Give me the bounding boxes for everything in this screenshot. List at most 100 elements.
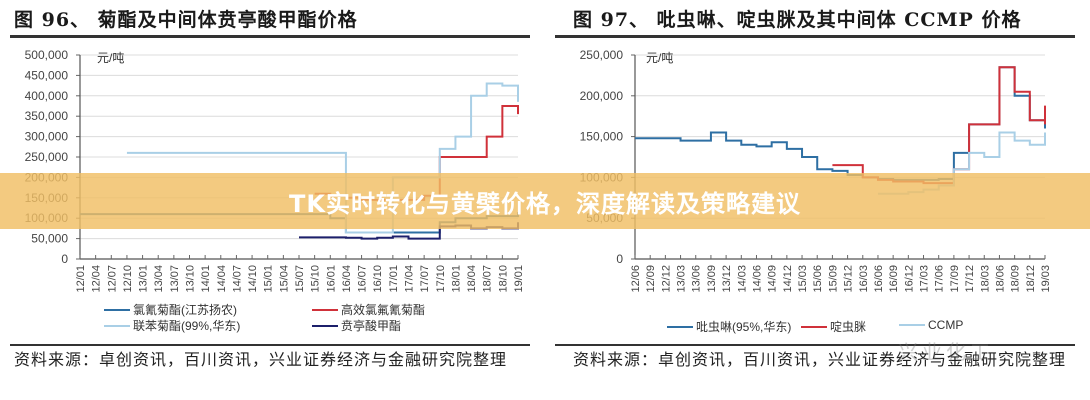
x-tick-label: 14/03	[736, 265, 748, 293]
x-tick-label: 15/07	[294, 265, 306, 293]
legend-swatch	[667, 325, 693, 328]
legend-label: CCMP	[928, 318, 964, 332]
x-tick-label: 13/09	[706, 265, 718, 293]
y-tick-label: 450,000	[25, 68, 69, 82]
x-tick-label: 15/04	[278, 265, 290, 293]
x-tick-label: 15/06	[812, 265, 824, 293]
source-divider	[10, 344, 530, 346]
legend-item: 联苯菊酯(99%,华东)	[104, 317, 240, 334]
x-tick-label: 16/12	[903, 265, 915, 293]
x-tick-label: 16/07	[357, 265, 369, 293]
x-tick-label: 14/06	[751, 265, 763, 293]
unit-label: 元/吨	[97, 51, 124, 65]
x-tick-label: 14/10	[247, 265, 259, 293]
y-tick-label: 500,000	[25, 48, 69, 62]
x-tick-label: 12/10	[122, 265, 134, 293]
legend-label: 氯氰菊酯(江苏扬农)	[133, 303, 237, 317]
x-tick-label: 13/04	[153, 265, 165, 293]
legend-swatch	[104, 324, 130, 327]
figure-97-title: 图 97、 吡虫啉、啶虫脒及其中间体 CCMP 价格	[573, 9, 1022, 31]
y-tick-label: 0	[61, 252, 68, 266]
x-tick-label: 19/01	[513, 265, 525, 293]
legend-swatch	[899, 324, 925, 326]
x-tick-label: 13/06	[691, 265, 703, 293]
unit-label: 元/吨	[646, 51, 673, 65]
x-tick-label: 17/10	[435, 265, 447, 293]
x-tick-label: 17/09	[949, 265, 961, 293]
legend-label: 吡虫啉(95%,华东)	[696, 320, 792, 334]
x-tick-label: 15/01	[263, 265, 275, 293]
x-tick-label: 17/01	[388, 265, 400, 293]
x-tick-label: 18/01	[450, 265, 462, 293]
x-tick-label: 17/04	[404, 265, 416, 293]
x-tick-label: 13/12	[721, 265, 733, 293]
x-tick-label: 16/04	[341, 265, 353, 293]
x-tick-label: 18/04	[466, 265, 478, 293]
x-tick-label: 17/06	[934, 265, 946, 293]
legend-label: 联苯菊酯(99%,华东)	[133, 319, 241, 333]
x-tick-label: 12/12	[660, 265, 672, 293]
legend-swatch	[312, 308, 338, 311]
y-tick-label: 50,000	[31, 232, 68, 246]
legend-label: 啶虫脒	[830, 320, 867, 334]
x-tick-label: 16/09	[888, 265, 900, 293]
x-tick-label: 16/10	[372, 265, 384, 293]
y-tick-label: 0	[616, 252, 623, 266]
x-tick-label: 15/03	[797, 265, 809, 293]
x-tick-label: 17/07	[419, 265, 431, 293]
chart-96-legend: 氯氰菊酯(江苏扬农) 高效氯氟氰菊酯 联苯菊酯(99%,华东) 贲亭酸甲酯	[104, 301, 425, 334]
x-tick-label: 18/07	[482, 265, 494, 293]
x-tick-label: 13/01	[138, 265, 150, 293]
legend-swatch	[312, 324, 338, 327]
y-tick-label: 300,000	[25, 130, 69, 144]
y-tick-label: 350,000	[25, 109, 69, 123]
x-tick-label: 12/07	[106, 265, 118, 293]
y-tick-label: 400,000	[25, 89, 69, 103]
x-tick-label: 14/07	[231, 265, 243, 293]
y-tick-label: 250,000	[25, 150, 69, 164]
x-tick-label: 15/09	[827, 265, 839, 293]
legend-swatch	[801, 325, 827, 328]
x-tick-label: 15/10	[310, 265, 322, 293]
legend-item: 啶虫脒	[801, 318, 866, 335]
x-tick-label: 13/03	[676, 265, 688, 293]
x-tick-label: 18/10	[497, 265, 509, 293]
y-tick-label: 200,000	[580, 89, 624, 103]
figure-97-source: 资料来源：卓创资讯，百川资讯，兴业证券经济与金融研究院整理	[573, 350, 1067, 369]
legend-swatch	[104, 308, 130, 311]
legend-item: 氯氰菊酯(江苏扬农)	[104, 301, 237, 318]
x-tick-label: 16/01	[325, 265, 337, 293]
source-divider	[555, 344, 1075, 346]
y-tick-label: 250,000	[580, 48, 624, 62]
x-tick-label: 18/06	[994, 265, 1006, 293]
x-tick-label: 14/12	[782, 265, 794, 293]
x-tick-label: 19/03	[1040, 265, 1052, 293]
x-tick-label: 14/01	[200, 265, 212, 293]
x-tick-label: 16/03	[858, 265, 870, 293]
title-divider	[10, 35, 530, 38]
x-tick-label: 18/12	[1025, 265, 1037, 293]
x-tick-label: 18/09	[1010, 265, 1022, 293]
chart-97-legend: 吡虫啉(95%,华东) 啶虫脒 CCMP	[545, 0, 1090, 400]
figure-96-title: 图 96、 菊酯及中间体贲亭酸甲酯价格	[14, 9, 358, 31]
x-tick-label: 14/09	[767, 265, 779, 293]
x-tick-label: 12/01	[75, 265, 87, 293]
legend-item: CCMP	[899, 318, 963, 332]
x-tick-label: 12/04	[91, 265, 103, 293]
x-tick-label: 12/09	[645, 265, 657, 293]
figure-96-source: 资料来源：卓创资讯，百川资讯，兴业证券经济与金融研究院整理	[14, 350, 508, 369]
x-tick-label: 13/07	[169, 265, 181, 293]
x-tick-label: 14/04	[216, 265, 228, 293]
series-line	[126, 82, 519, 234]
title-divider	[555, 35, 1075, 38]
watermark: 兴业化工	[898, 340, 994, 364]
headline-banner: TK实时转化与黄檗价格，深度解读及策略建议	[0, 173, 1090, 229]
legend-label: 高效氯氟氰菊酯	[341, 303, 426, 317]
x-tick-label: 18/03	[979, 265, 991, 293]
y-tick-label: 150,000	[580, 130, 624, 144]
legend-item: 高效氯氟氰菊酯	[312, 301, 425, 318]
x-tick-label: 12/06	[630, 265, 642, 293]
legend-item: 贲亭酸甲酯	[312, 317, 401, 334]
x-tick-label: 17/03	[919, 265, 931, 293]
x-tick-label: 15/12	[843, 265, 855, 293]
